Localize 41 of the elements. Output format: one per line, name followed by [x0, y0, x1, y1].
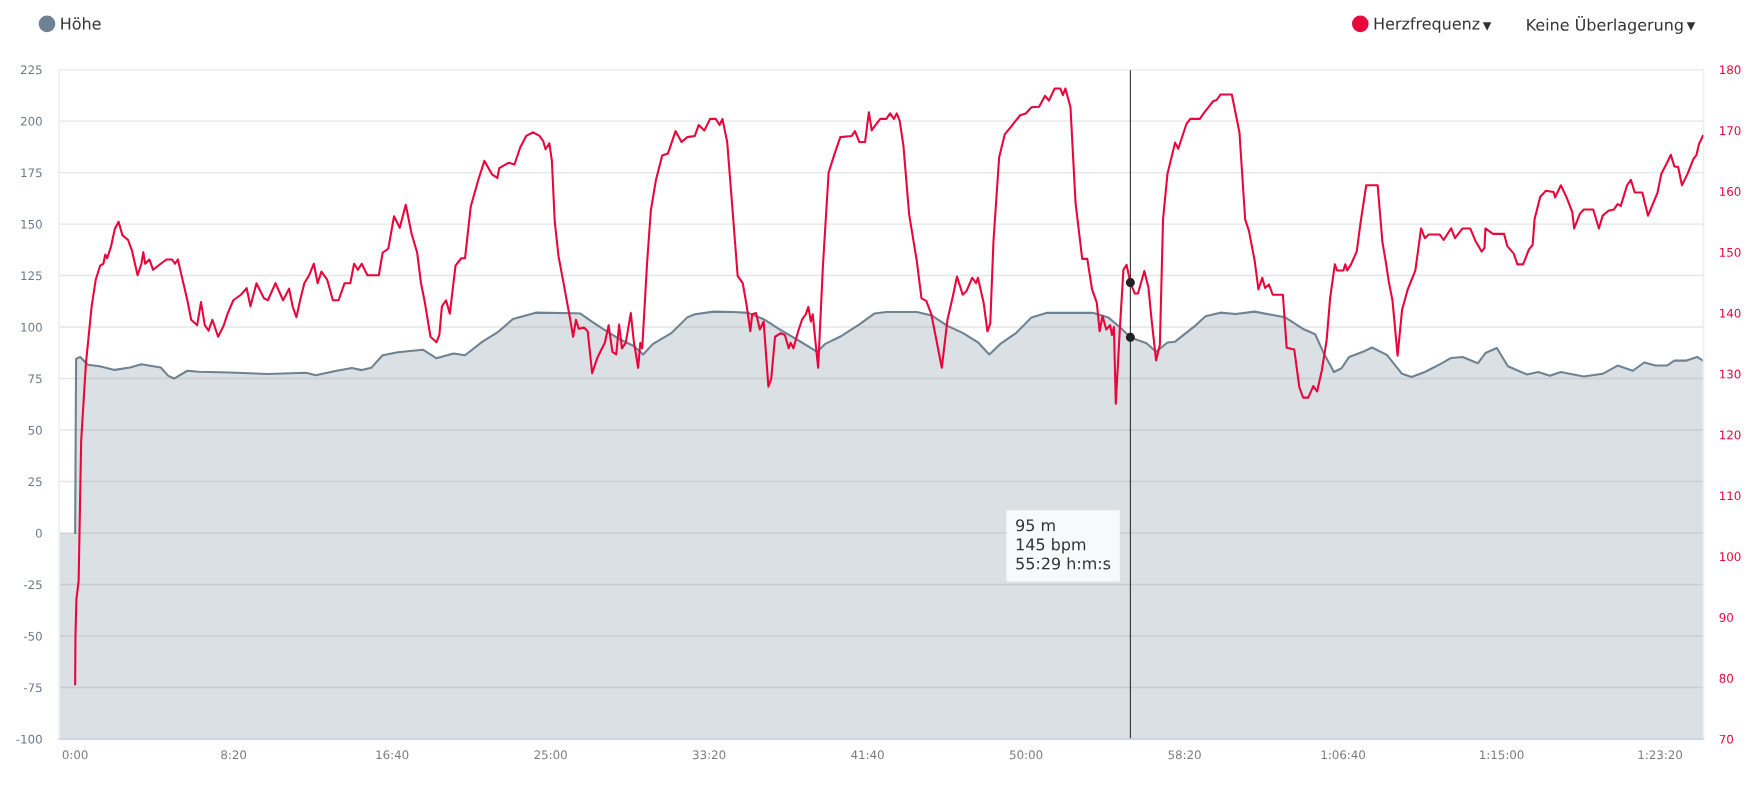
y-tick-label: 75	[28, 374, 42, 384]
x-tick-label: 1:15:00	[1480, 750, 1524, 760]
y2-tick-label: 150	[1720, 247, 1741, 257]
annotation: 95 m 145 bpm 55:29 h:m:s	[1016, 519, 1111, 570]
y-tick-label: 200	[20, 116, 42, 126]
x-tick-label: 50:00	[1010, 750, 1043, 760]
y-tick-label: 25	[28, 477, 42, 487]
y-tick-label: -75	[23, 683, 42, 693]
text: Keine Überlagerung	[1527, 16, 1683, 34]
x-tick-label: 58:20	[1168, 750, 1201, 760]
y-tick-label: 50	[28, 425, 42, 435]
y-tick-label: -100	[16, 734, 42, 744]
y2-tick-label: 130	[1720, 369, 1741, 379]
x-tick-label: 25:00	[534, 750, 567, 760]
y-tick-label: 150	[21, 219, 42, 229]
y2-tick-label: 70	[1719, 734, 1734, 744]
legend-label: Höhe	[61, 17, 101, 30]
y2-tick-label: 90	[1719, 613, 1734, 622]
y2-tick-label: 180	[1720, 65, 1741, 75]
y2-tick-label: 170	[1720, 126, 1741, 136]
y-tick-label: -50	[23, 631, 42, 641]
y-tick-label: -25	[23, 580, 42, 590]
y2-tick-label: 120	[1720, 430, 1741, 440]
y2-tick-label: 100	[1720, 552, 1741, 562]
y-tick-label: 0	[35, 528, 42, 538]
y-tick-label: 100	[21, 322, 42, 332]
x-tick-label: 1:06:40	[1321, 750, 1366, 760]
y-tick-label: 125	[21, 271, 42, 281]
x-tick-label: 16:40	[376, 750, 409, 760]
y-tick-label: 175	[21, 168, 42, 178]
x-tick-label: 1:23:20	[1638, 750, 1683, 760]
y2-tick-label: 160	[1720, 187, 1741, 196]
x-tick-label: 0:00	[62, 750, 88, 760]
legend-label: Herzfrequenz	[1374, 17, 1480, 33]
y-tick-label: 225	[20, 65, 42, 75]
x-tick-label: 33:20	[693, 750, 726, 760]
y2-tick-label: 140	[1720, 308, 1741, 318]
y2-tick-label: 80	[1719, 673, 1734, 683]
y2-tick-label: 110	[1720, 491, 1741, 501]
x-tick-label: 41:40	[851, 750, 884, 760]
x-tick-label: 8:20	[221, 750, 247, 760]
